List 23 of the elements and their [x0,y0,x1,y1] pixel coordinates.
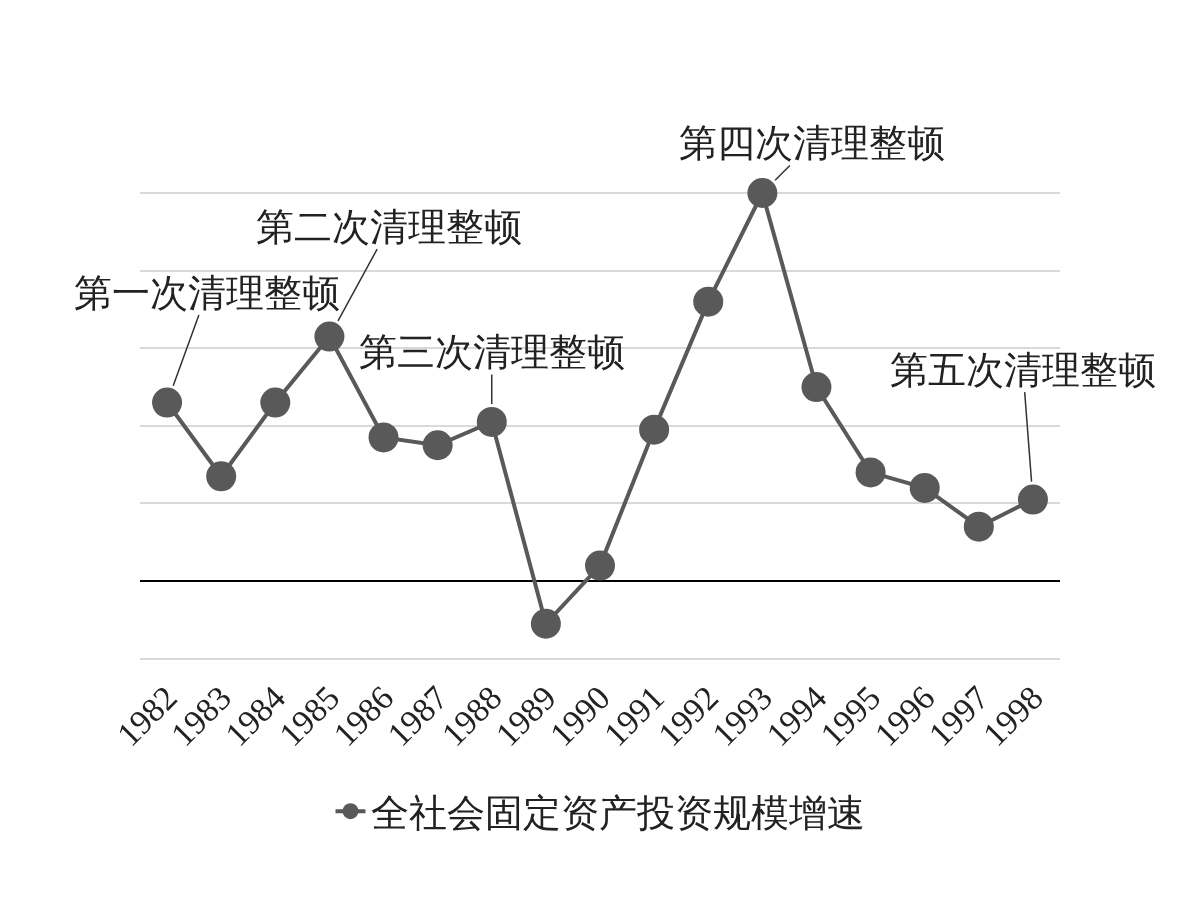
point [693,286,724,317]
point [206,461,237,492]
point [855,457,886,488]
point [152,387,183,418]
point [909,472,940,503]
annotation: 第三次清理整顿 [359,331,625,373]
point [801,372,832,403]
point [963,511,994,542]
annotation: 第一次清理整顿 [74,272,340,314]
point [314,321,345,352]
point [639,414,670,445]
point [530,608,561,639]
annotation: 第二次清理整顿 [256,206,522,248]
point [368,422,399,453]
annotation: 第四次清理整顿 [679,122,945,164]
point [1017,484,1048,515]
point [585,550,615,581]
legend-label: 全社会固定资产投资规模增速 [370,792,865,835]
point [476,406,507,437]
point [422,430,453,461]
point [747,178,778,208]
point [260,387,291,418]
annotation: 第五次清理整顿 [890,349,1156,391]
